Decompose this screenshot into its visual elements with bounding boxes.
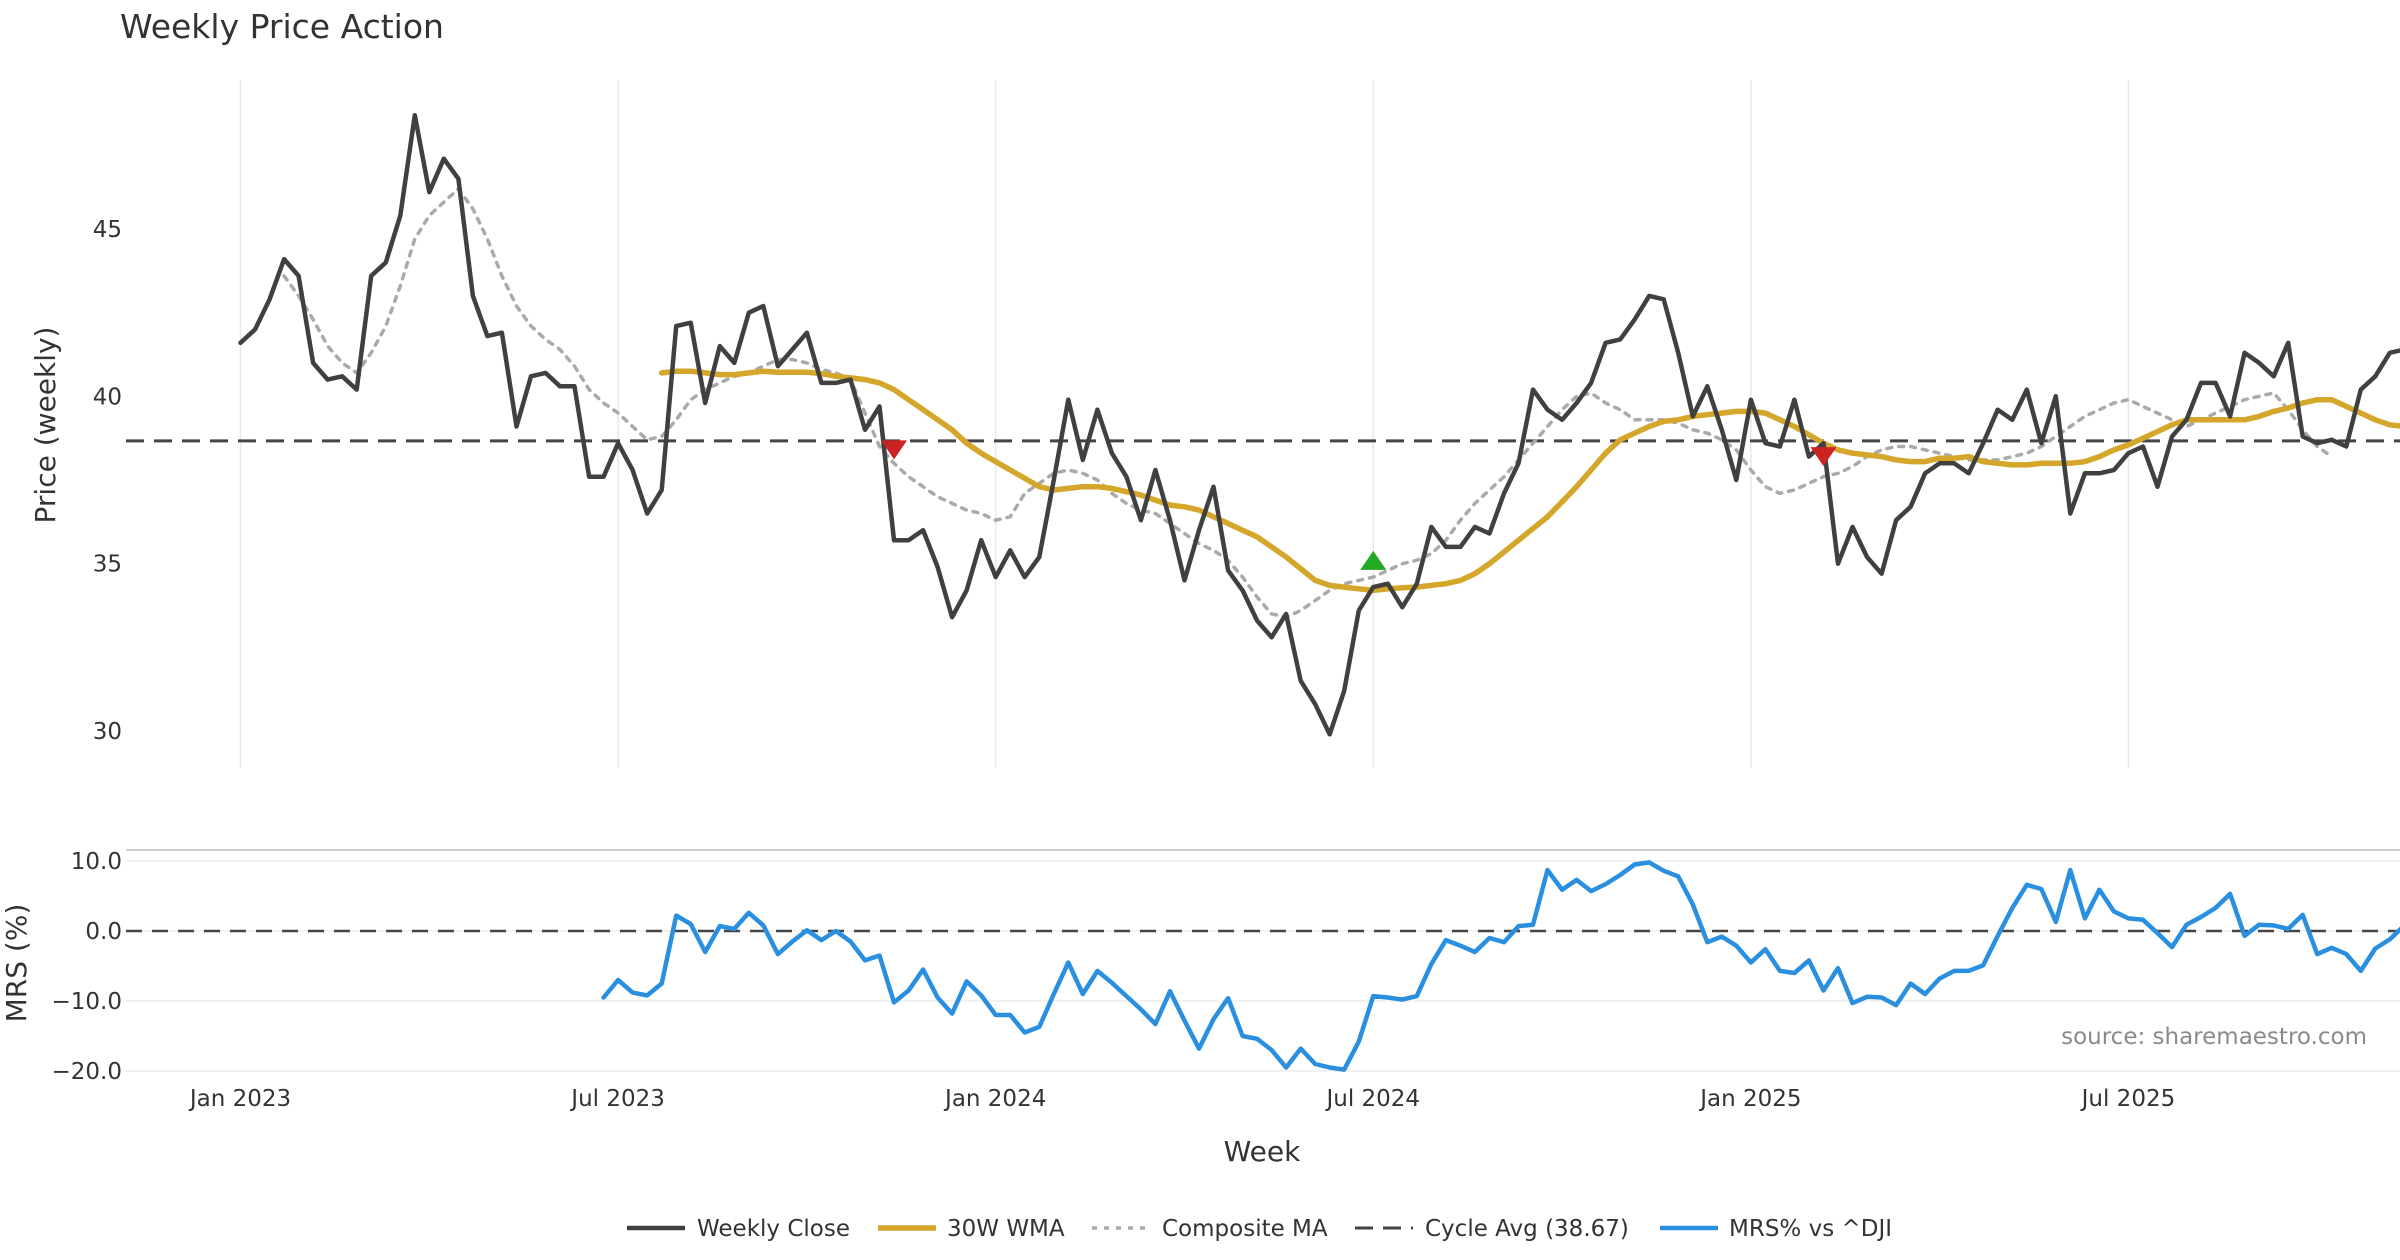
sell-signal-marker — [1810, 447, 1837, 467]
reference-lines — [126, 439, 2400, 933]
grid-lines — [126, 80, 2400, 1072]
axis-ticks: Jan 2023 Jul 2023 Jan 2024 Jul 2024 Jan 2025… — [52, 217, 2176, 1112]
price-y-tick-label: 35 — [93, 552, 122, 578]
series-lines — [238, 112, 2400, 1072]
wma-30w-line — [658, 368, 2400, 594]
x-tick-label: Jul 2025 — [2080, 1086, 2176, 1112]
x-axis-label: Week — [1224, 1135, 1301, 1168]
mrs-y-tick-label: 0.0 — [85, 919, 122, 945]
mrs-y-tick-label: −10.0 — [52, 989, 122, 1015]
buy-signal-marker — [1360, 550, 1387, 570]
mrs-y-tick-label: 10.0 — [71, 849, 122, 875]
price-axis-label: Price (weekly) — [29, 327, 62, 524]
mrs-y-tick-label: −20.0 — [52, 1059, 122, 1085]
x-tick-label: Jan 2024 — [943, 1086, 1046, 1112]
x-tick-label: Jan 2023 — [188, 1086, 291, 1112]
legend: Weekly Close 30W WMA Composite MA Cycle Avg… — [627, 1216, 1892, 1242]
legend-composite-ma-label: Composite MA — [1162, 1216, 1328, 1242]
x-tick-label: Jul 2023 — [569, 1086, 665, 1112]
legend-cycle-avg-label: Cycle Avg (38.67) — [1425, 1216, 1629, 1242]
legend-weekly-close-label: Weekly Close — [697, 1216, 850, 1242]
legend-mrs-label: MRS% vs ^DJI — [1729, 1216, 1892, 1242]
x-tick-label: Jan 2025 — [1698, 1086, 1801, 1112]
chart-title: Weekly Price Action — [120, 7, 444, 46]
x-tick-label: Jul 2024 — [1324, 1086, 1420, 1112]
sell-signal-marker — [881, 440, 908, 460]
signal-markers — [881, 440, 1837, 570]
price-y-tick-label: 40 — [93, 384, 122, 410]
weekly-close-line — [238, 112, 2400, 737]
legend-wma-30w-label: 30W WMA — [947, 1216, 1065, 1242]
mrs-axis-label: MRS (%) — [0, 904, 33, 1023]
price-y-tick-label: 30 — [93, 719, 122, 745]
source-note: source: sharemaestro.com — [2061, 1024, 2367, 1050]
price-y-tick-label: 45 — [93, 217, 122, 243]
mrs-line — [601, 860, 2400, 1072]
composite-ma-line — [282, 187, 2334, 619]
